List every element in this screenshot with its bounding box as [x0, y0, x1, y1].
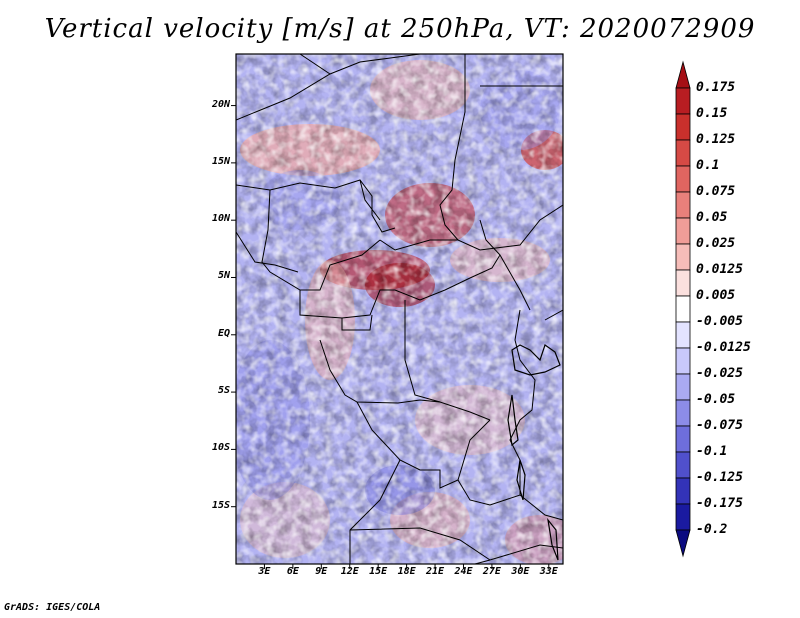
- colorbar-swatch: [675, 191, 691, 219]
- lat-tick-label: 5S: [217, 385, 230, 397]
- colorbar-label: -0.075: [696, 418, 743, 433]
- colorbar: [675, 60, 691, 558]
- colorbar-swatch: [675, 87, 691, 115]
- colorbar-label: 0.175: [696, 80, 736, 95]
- colorbar-swatch: [675, 347, 691, 375]
- velocity-field: [236, 54, 563, 564]
- colorbar-label: 0.05: [696, 210, 728, 225]
- colorbar-label: -0.0125: [696, 340, 751, 355]
- lon-tick-label: 21E: [426, 566, 445, 577]
- colorbar-label: -0.025: [696, 366, 743, 381]
- colorbar-swatch: [675, 529, 691, 558]
- colorbar-label: 0.0125: [696, 262, 743, 277]
- lon-tick-label: 3E: [258, 566, 271, 577]
- colorbar-label: -0.2: [696, 522, 728, 537]
- colorbar-label: 0.15: [696, 106, 728, 121]
- colorbar-label: -0.1: [696, 444, 728, 459]
- colorbar-swatch: [675, 399, 691, 427]
- colorbar-label: 0.125: [696, 132, 736, 147]
- lat-tick-label: 5N: [217, 270, 230, 282]
- lon-tick-label: 9E: [315, 566, 328, 577]
- lon-tick-label: 24E: [454, 566, 473, 577]
- chart-title: Vertical velocity [m/s] at 250hPa, VT: 2…: [44, 14, 756, 44]
- colorbar-swatch: [675, 165, 691, 193]
- colorbar-label: 0.005: [696, 288, 736, 303]
- colorbar-label: 0.025: [696, 236, 736, 251]
- lat-tick-label: 20N: [211, 98, 230, 110]
- lon-tick-label: 30E: [511, 566, 530, 577]
- colorbar-label: 0.1: [696, 158, 720, 173]
- colorbar-swatch: [675, 217, 691, 245]
- lat-tick-label: EQ: [217, 327, 230, 339]
- lon-tick-label: 27E: [482, 566, 501, 577]
- lon-tick-label: 15E: [369, 566, 388, 577]
- country-borders: [236, 54, 563, 564]
- lat-tick-label: 10S: [211, 442, 230, 454]
- colorbar-swatch: [675, 139, 691, 167]
- colorbar-swatch: [675, 503, 691, 531]
- colorbar-swatch: [675, 113, 691, 141]
- lon-tick-label: 6E: [286, 566, 299, 577]
- lon-tick-label: 33E: [539, 566, 558, 577]
- colorbar-swatch: [675, 425, 691, 453]
- colorbar-label: -0.175: [696, 496, 743, 511]
- colorbar-label: -0.05: [696, 392, 736, 407]
- colorbar-label: -0.005: [696, 314, 743, 329]
- map-frame: [235, 53, 564, 565]
- colorbar-swatch: [675, 295, 691, 323]
- colorbar-label: -0.125: [696, 470, 743, 485]
- colorbar-swatch: [675, 321, 691, 349]
- lon-tick-label: 12E: [340, 566, 359, 577]
- grads-credit: GrADS: IGES/COLA: [4, 602, 101, 613]
- colorbar-swatch: [675, 477, 691, 505]
- lake-outlines: [507, 344, 561, 561]
- colorbar-label: 0.075: [696, 184, 736, 199]
- lat-tick-label: 15S: [211, 499, 230, 511]
- lat-tick-label: 15N: [211, 155, 230, 167]
- colorbar-swatch: [675, 243, 691, 271]
- lon-tick-label: 18E: [397, 566, 416, 577]
- colorbar-swatch: [675, 373, 691, 401]
- lat-tick-label: 10N: [211, 213, 230, 225]
- colorbar-swatch: [675, 60, 691, 89]
- colorbar-swatch: [675, 269, 691, 297]
- colorbar-swatch: [675, 451, 691, 479]
